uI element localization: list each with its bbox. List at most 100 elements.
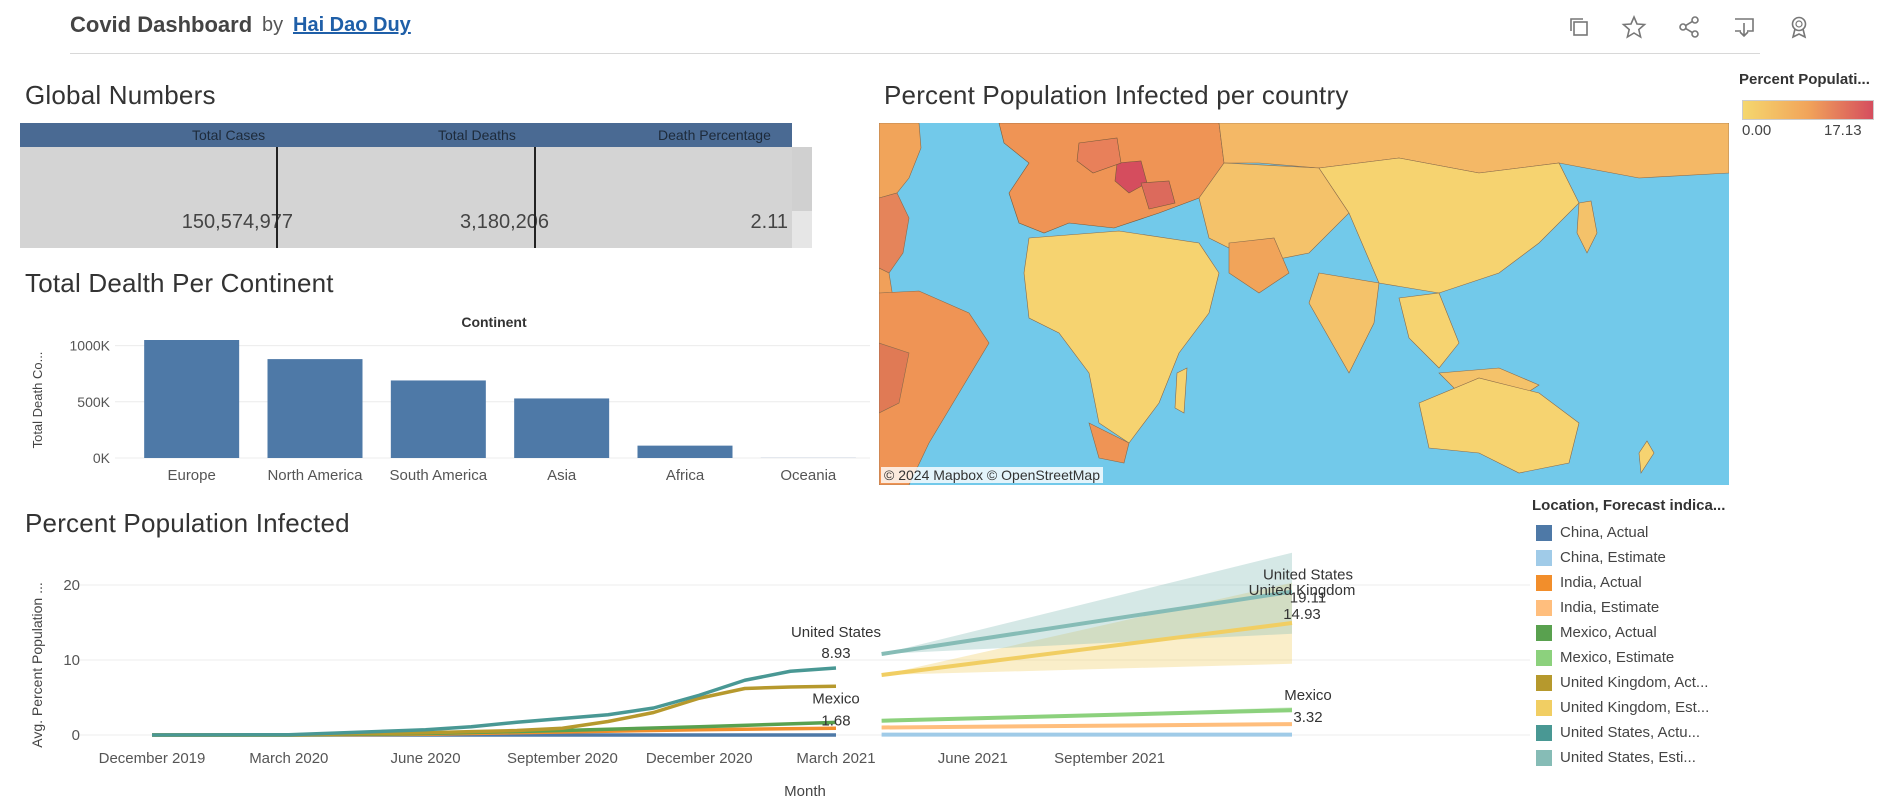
country-germany[interactable] [1076,137,1122,174]
map-title: Percent Population Infected per country [884,80,1349,110]
total-cases-value: 150,574,977 [181,211,293,233]
dashboard-title: Covid Dashboard [70,12,253,37]
legend-label: India, Estimate [1560,599,1660,616]
series-line-india-estimate[interactable] [881,722,1293,730]
star-icon[interactable] [1621,14,1647,40]
series-line-united-states-actual[interactable] [151,666,837,737]
bar-y-tick-label: 1000K [70,338,111,354]
legend-item[interactable]: Mexico, Estimate [1532,645,1887,670]
series-line-united-kingdom-actual[interactable] [151,684,837,737]
country-iran[interactable] [1228,237,1290,294]
country-china[interactable] [1318,157,1580,294]
country-australia[interactable] [1418,377,1580,474]
legend-label: United Kingdom, Est... [1560,699,1710,716]
map-attribution[interactable]: © 2024 Mapbox © OpenStreetMap [881,467,1103,483]
region-africa[interactable] [1023,230,1220,444]
legend-swatch [1536,624,1552,641]
annotation-value: 8.93 [821,645,850,662]
country-india[interactable] [1308,272,1380,374]
legend-swatch [1536,574,1552,591]
annotation-value: 3.32 [1293,709,1322,726]
series-line-united-kingdom-estimate[interactable] [881,621,1293,677]
legend-swatch [1536,599,1552,616]
bar-category-label: South America [390,467,488,484]
line-x-tick-label: March 2020 [249,750,328,767]
annotation-value: 14.93 [1283,606,1321,623]
line-x-tick-label: September 2020 [507,750,618,767]
scrollbar-thumb[interactable] [792,147,812,211]
line-y-tick-label: 20 [63,577,80,594]
country-madagascar[interactable] [1174,367,1188,414]
badge-icon[interactable] [1786,14,1812,40]
line-y-tick-label: 0 [72,727,80,744]
legend-label: United Kingdom, Act... [1560,674,1709,691]
legend-item[interactable]: United States, Actu... [1532,720,1887,745]
table-scrollbar[interactable] [792,147,812,248]
country-south-africa[interactable] [1088,422,1130,464]
line-x-tick-label: December 2019 [99,750,206,767]
annotation-label: Mexico [1284,687,1332,704]
annotation-value: 19.11 [1290,590,1326,607]
author-link[interactable]: Hai Dao Duy [293,14,411,36]
world-map[interactable]: © 2024 Mapbox © OpenStreetMap [879,123,1729,485]
country-czechia[interactable] [1114,160,1148,194]
country-japan[interactable] [1576,200,1598,254]
map-legend-max: 17.13 [1824,122,1862,139]
legend-item[interactable]: India, Estimate [1532,595,1887,620]
legend-item[interactable]: India, Actual [1532,570,1887,595]
download-icon[interactable] [1731,14,1757,40]
legend-label: United States, Actu... [1560,724,1701,741]
global-numbers-table: Total Cases Total Deaths Death Percentag… [20,123,812,248]
header-divider [70,53,1760,54]
line-y-axis-label: Avg. Percent Population ... [29,582,45,748]
forecast-legend: Location, Forecast indica... China, Actu… [1532,497,1887,770]
bar-north-america[interactable] [267,359,363,458]
legend-swatch [1536,649,1552,666]
region-south-america[interactable] [879,290,990,485]
region-southeast-asia[interactable] [1398,292,1460,369]
col-death-percentage: Death Percentage [658,127,771,143]
dashboard-header: Covid Dashboard by Hai Dao Duy [0,0,1892,54]
bar-south-america[interactable] [390,380,486,458]
bar-europe[interactable] [144,340,240,458]
annotation-label: Mexico [812,690,860,707]
bar-category-label: Oceania [780,467,837,484]
legend-item[interactable]: United Kingdom, Est... [1532,695,1887,720]
forecast-legend-title: Location, Forecast indica... [1532,497,1726,514]
share-icon[interactable] [1676,14,1702,40]
annotation-label: United States [1263,567,1353,584]
death-per-continent-chart: Continent Total Death Co... 1000K 500K 0K Eur… [30,314,870,484]
line-x-axis-label: Month [784,783,826,800]
series-line-united-states-estimate[interactable] [881,589,1293,656]
column-divider [534,147,536,248]
map-legend-min: 0.00 [1742,122,1772,139]
legend-item[interactable]: China, Estimate [1532,545,1887,570]
copy-icon[interactable] [1566,14,1592,40]
legend-swatch [1536,749,1552,766]
line-x-tick-label: September 2021 [1054,750,1165,767]
legend-item[interactable]: Mexico, Actual [1532,620,1887,645]
legend-label: Mexico, Actual [1560,624,1657,641]
country-peru[interactable] [879,342,910,414]
bar-africa[interactable] [637,445,733,458]
country-north-america[interactable] [879,123,922,199]
bar-y-tick-label: 0K [93,450,111,466]
legend-swatch [1536,674,1552,691]
legend-item[interactable]: United States, Esti... [1532,745,1887,770]
series-line-mexico-estimate[interactable] [881,708,1293,723]
line-x-tick-label: March 2021 [796,750,875,767]
country-united-states[interactable] [879,192,910,274]
bar-asia[interactable] [514,398,610,458]
legend-item[interactable]: China, Actual [1532,520,1887,545]
country-hungary[interactable] [1140,180,1176,210]
legend-label: China, Actual [1560,524,1649,541]
bar-y-tick-label: 500K [77,394,110,410]
bar-category-label: Africa [666,467,705,484]
map-canvas [879,123,1729,485]
global-numbers-title: Global Numbers [25,80,216,110]
map-legend-gradient [1742,100,1874,120]
legend-item[interactable]: United Kingdom, Act... [1532,670,1887,695]
table-header: Total Cases Total Deaths Death Percentag… [20,123,792,147]
legend-swatch [1536,724,1552,741]
country-new-zealand[interactable] [1638,440,1655,474]
